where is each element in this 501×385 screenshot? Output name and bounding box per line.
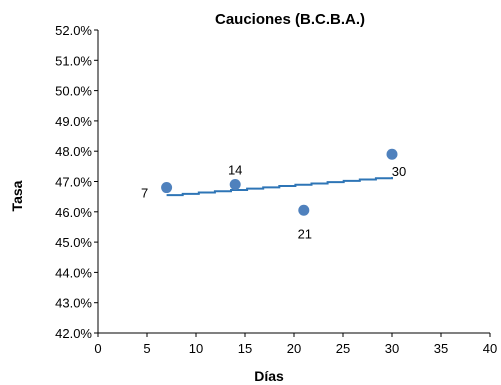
x-tick-label: 15 bbox=[238, 341, 252, 356]
y-tick-label: 48.0% bbox=[55, 144, 92, 159]
x-tick-label: 5 bbox=[143, 341, 150, 356]
data-point bbox=[229, 179, 241, 191]
data-label: 30 bbox=[392, 164, 406, 179]
trend-series bbox=[166, 176, 393, 197]
data-label: 7 bbox=[141, 186, 148, 201]
x-tick-label: 20 bbox=[287, 341, 301, 356]
y-tick-label: 50.0% bbox=[55, 84, 92, 99]
data-label: 14 bbox=[228, 163, 242, 178]
x-axis-ticks: 0 5 10 15 20 25 30 35 40 bbox=[94, 333, 497, 356]
axes bbox=[97, 30, 490, 334]
x-tick-label: 10 bbox=[189, 341, 203, 356]
y-tick-label: 49.0% bbox=[55, 114, 92, 129]
data-point bbox=[386, 148, 398, 160]
x-tick-label: 40 bbox=[483, 341, 497, 356]
y-tick-label: 52.0% bbox=[55, 23, 92, 38]
scatter-series: 7 14 21 30 bbox=[141, 148, 406, 241]
x-tick-label: 35 bbox=[434, 341, 448, 356]
x-axis-title: Días bbox=[254, 368, 284, 384]
data-point bbox=[161, 182, 173, 194]
y-axis-title: Tasa bbox=[9, 180, 25, 211]
trend-line bbox=[166, 176, 393, 197]
y-tick-label: 42.0% bbox=[55, 326, 92, 341]
x-tick-label: 30 bbox=[385, 341, 399, 356]
y-tick-label: 43.0% bbox=[55, 296, 92, 311]
y-axis-ticks: 42.0% 43.0% 44.0% 45.0% 46.0% 47.0% 48.0% 49.0%… bbox=[55, 23, 98, 341]
x-tick-label: 0 bbox=[94, 341, 101, 356]
data-point bbox=[298, 204, 310, 216]
y-tick-label: 46.0% bbox=[55, 205, 92, 220]
y-tick-label: 47.0% bbox=[55, 175, 92, 190]
y-tick-label: 44.0% bbox=[55, 265, 92, 280]
x-tick-label: 25 bbox=[336, 341, 350, 356]
y-tick-label: 51.0% bbox=[55, 53, 92, 68]
y-tick-label: 45.0% bbox=[55, 235, 92, 250]
chart-title: Cauciones (B.C.B.A.) bbox=[215, 11, 365, 28]
data-label: 21 bbox=[298, 226, 312, 241]
